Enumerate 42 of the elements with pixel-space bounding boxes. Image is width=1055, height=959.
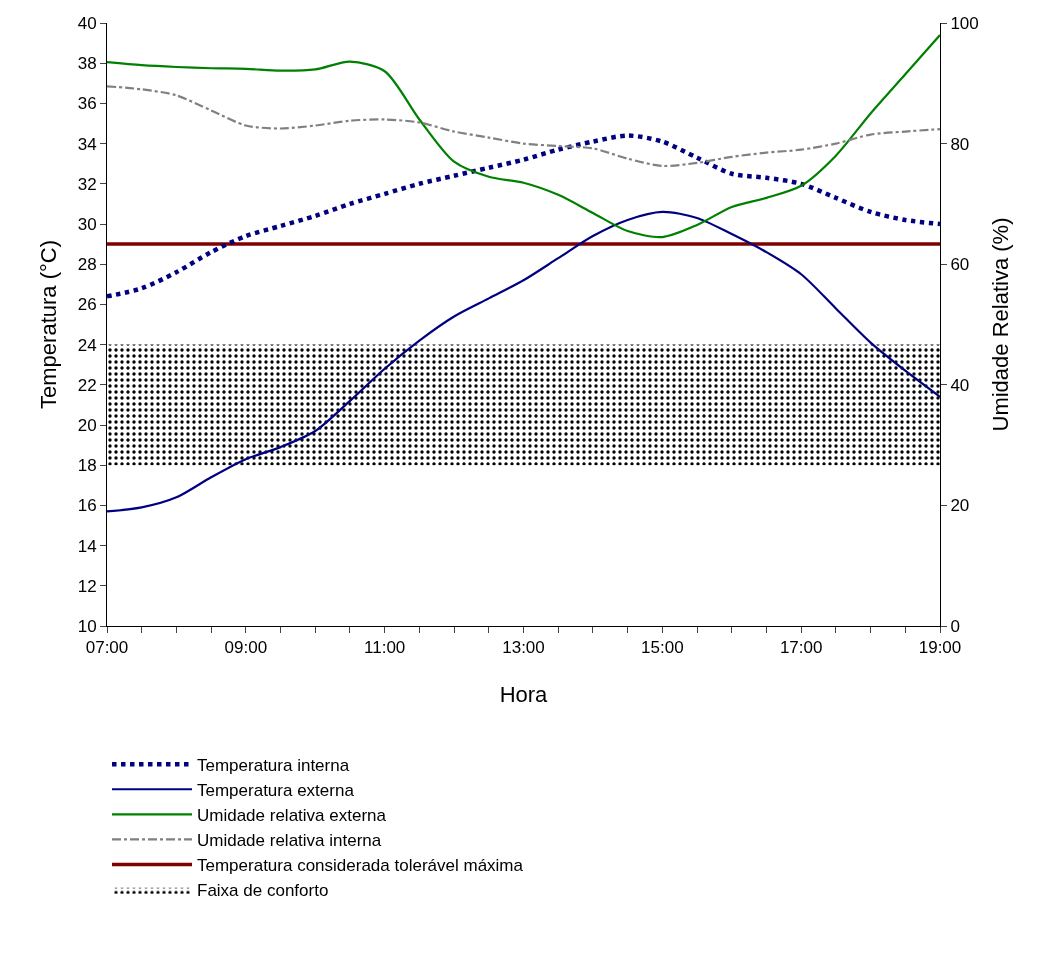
y2-axis-title: Umidade Relativa (%) [987,217,1013,432]
y-tick-label: 38 [77,54,97,74]
y2-tick-label: 0 [950,616,960,636]
legend-label: Temperatura externa [197,780,355,800]
y2-tick-label: 100 [950,13,979,33]
y-tick-label: 28 [77,255,97,275]
x-tick-label: 19:00 [918,638,962,658]
y-tick-label: 34 [77,134,97,154]
legend-label: Umidade relativa externa [197,805,387,825]
y2-tick-label: 60 [950,255,970,275]
x-axis-title: Hora [499,682,549,708]
legend-label: Faixa de conforto [197,881,329,901]
x-tick-label: 11:00 [364,638,406,658]
y-tick-label: 18 [77,456,97,476]
y2-tick-label: 40 [950,375,970,395]
x-tick-label: 07:00 [85,638,129,658]
x-tick-label: 09:00 [224,638,268,658]
y-tick-label: 12 [77,576,97,596]
y-tick-label: 32 [77,174,97,194]
line-series [107,133,940,299]
x-tick-label: 17:00 [779,638,823,658]
line-series [107,85,940,168]
y-tick-label: 24 [77,335,97,355]
legend-label: Temperatura interna [197,755,350,775]
legend-label: Umidade relativa interna [197,831,382,851]
x-tick-label: 15:00 [641,638,684,658]
x-tick-label: 13:00 [502,638,545,658]
y-tick-label: 22 [77,375,97,395]
y-tick-label: 26 [77,295,97,315]
y-tick-label: 16 [77,496,97,516]
y-tick-label: 14 [77,536,97,556]
y-tick-label: 20 [77,415,97,435]
line-series [107,210,940,513]
y2-tick-label: 80 [950,134,970,154]
y-tick-label: 40 [77,13,97,33]
y-tick-label: 36 [77,94,97,114]
y-tick-label: 30 [77,214,97,234]
y-tick-label: 10 [77,616,97,636]
y-axis-title: Temperatura (°C) [36,240,62,409]
y2-tick-label: 20 [950,496,970,516]
line-series [107,33,940,239]
legend-label: Temperatura considerada tolerável máxima [197,856,524,876]
